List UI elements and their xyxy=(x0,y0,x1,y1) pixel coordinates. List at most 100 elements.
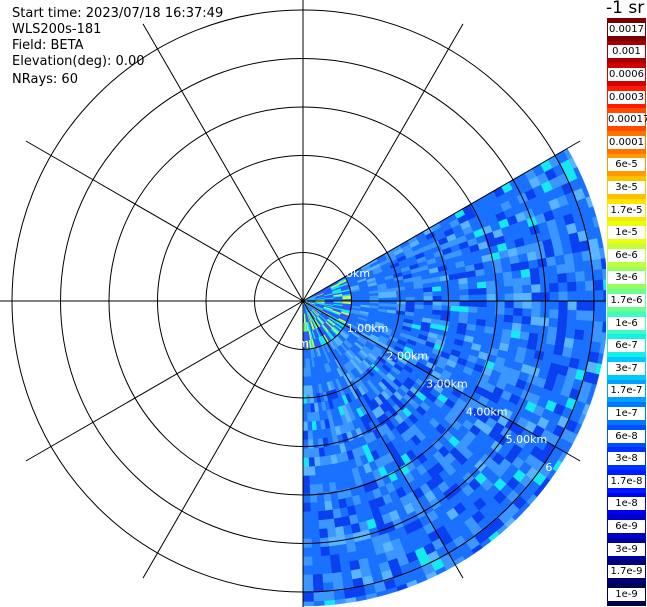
sector-cell xyxy=(549,282,560,293)
sector-cell xyxy=(504,307,515,317)
sector-cell xyxy=(503,278,514,288)
sector-cell xyxy=(318,528,329,539)
sector-cell xyxy=(323,600,336,606)
azimuth-spoke xyxy=(302,140,581,302)
sector-cell xyxy=(558,309,569,320)
sector-cell xyxy=(484,273,496,283)
sector-cell xyxy=(323,591,335,602)
sector-cell xyxy=(557,318,568,330)
sector-cell xyxy=(321,482,331,494)
colorbar-label: 1e-7 xyxy=(608,407,645,420)
sector-cell xyxy=(486,307,497,315)
sector-cell xyxy=(302,520,312,531)
range-ring-label: 6 xyxy=(545,461,552,474)
sector-cell xyxy=(441,295,452,302)
sector-cell xyxy=(476,281,487,290)
sector-cell xyxy=(450,300,461,307)
ppi-plot: 1.00km 2.00km 3.00km 4.00km 5.00km 6 0km km xyxy=(0,0,606,607)
sector-cell xyxy=(432,295,443,302)
sector-cell xyxy=(324,509,334,521)
sector-cell xyxy=(594,290,605,302)
sector-cell xyxy=(449,284,460,291)
sector-cell xyxy=(432,300,443,307)
sector-cell xyxy=(558,291,569,302)
sector-cell xyxy=(521,316,532,326)
azimuth-spoke xyxy=(142,23,304,302)
sector-cell xyxy=(333,589,346,601)
sector-cell xyxy=(576,300,587,312)
sector-cell xyxy=(328,545,339,556)
sector-cell xyxy=(450,305,461,313)
sector-cell xyxy=(567,309,578,321)
sector-cell xyxy=(531,308,542,318)
sector-cell xyxy=(603,290,606,302)
sector-cell xyxy=(318,519,328,530)
sector-cell xyxy=(441,300,452,307)
sector-cell xyxy=(302,403,308,414)
sector-cell xyxy=(556,327,567,339)
field-text: Field: BETA xyxy=(12,38,84,53)
sector-cell xyxy=(566,272,577,283)
sector-cell xyxy=(567,291,578,302)
sector-cell xyxy=(306,421,313,432)
sector-cell xyxy=(334,526,345,538)
sector-cell xyxy=(519,260,531,271)
sector-cell xyxy=(320,555,332,566)
polar-grid xyxy=(0,0,606,607)
sector-cell xyxy=(504,293,515,302)
colorbar-label: 1.7e-5 xyxy=(608,203,645,217)
sector-cell xyxy=(307,430,314,441)
sector-cell xyxy=(306,412,312,423)
sector-cell xyxy=(432,290,443,297)
sector-cell xyxy=(563,253,575,265)
range-ring-label-partial: 0km xyxy=(346,267,370,280)
sector-cell xyxy=(414,300,425,306)
sector-cell xyxy=(302,601,314,607)
sector-cell xyxy=(302,574,314,585)
azimuth-spoke xyxy=(25,300,304,462)
sector-cell xyxy=(549,300,560,311)
sector-cell xyxy=(575,319,586,331)
sector-cell xyxy=(503,314,514,324)
sector-cell xyxy=(329,554,341,565)
colorbar-label: 1e-9 xyxy=(608,587,645,601)
sector-cell xyxy=(600,258,606,270)
sector-cell xyxy=(423,291,434,298)
azimuth-spoke xyxy=(302,23,464,302)
sector-cell xyxy=(575,271,586,283)
sector-cell xyxy=(529,267,541,278)
colorbar-label: 6e-9 xyxy=(608,520,645,533)
sector-cell xyxy=(591,331,603,344)
sector-cell xyxy=(441,290,452,297)
sector-cell xyxy=(602,268,606,281)
sector-cell xyxy=(302,484,311,495)
sector-cell xyxy=(414,292,425,298)
sector-cell xyxy=(339,561,351,573)
sector-cell xyxy=(314,465,322,476)
sector-cell xyxy=(513,285,524,294)
azimuth-spoke xyxy=(302,300,581,462)
sector-cell xyxy=(450,295,461,302)
sector-cell xyxy=(330,563,342,574)
colorbar-label: 1.7e-8 xyxy=(608,474,645,488)
sector-cell xyxy=(576,280,587,292)
sector-cell xyxy=(302,421,308,432)
sector-cell xyxy=(468,294,479,302)
colorbar-label: 0.0006 xyxy=(608,68,645,81)
data-sector xyxy=(302,148,606,607)
sector-cell xyxy=(310,520,320,531)
colorbar-label: 6e-6 xyxy=(608,248,645,262)
colorbar-label: 0.0017 xyxy=(608,22,645,36)
sector-cell xyxy=(477,287,488,296)
sector-cell xyxy=(603,300,606,312)
sector-cell xyxy=(548,273,559,285)
sector-cell xyxy=(459,294,470,302)
sector-cell xyxy=(576,290,587,302)
sector-cell xyxy=(315,483,324,494)
sector-cell xyxy=(565,262,576,274)
colorbar-label: 1e-8 xyxy=(608,497,645,511)
colorbar-label: 0.00017 xyxy=(608,113,647,127)
range-ring-label: 5.00km xyxy=(506,433,548,446)
sector-cell xyxy=(312,438,319,449)
sector-cell xyxy=(565,328,576,340)
